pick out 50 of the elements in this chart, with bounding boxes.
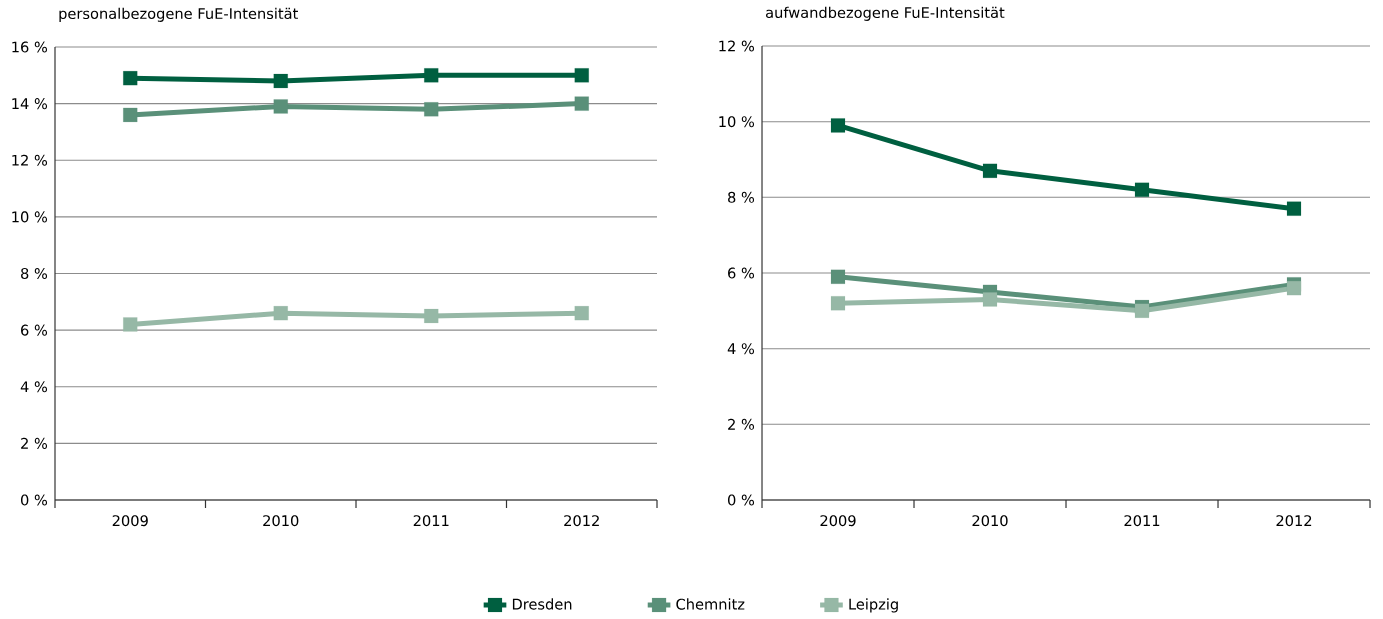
- y-tick-label: 6 %: [21, 324, 48, 336]
- y-tick-label: 4 %: [20, 381, 48, 393]
- y-tick-label: 12 %: [12, 154, 48, 166]
- point: [830, 269, 846, 284]
- point: [424, 308, 439, 324]
- y-tick-label: 4 %: [727, 343, 755, 355]
- point: [123, 317, 138, 332]
- point: [273, 306, 288, 321]
- x-tick-label: 2012: [564, 515, 599, 527]
- chart-title: aufwandbezogene FuE-Intensität: [766, 6, 1005, 21]
- y-tick-label: 10 %: [12, 211, 48, 223]
- point: [424, 102, 439, 117]
- point: [574, 68, 589, 83]
- y-tick-label: 0 %: [21, 494, 48, 506]
- legend-label: Dresden: [512, 598, 572, 610]
- legend-label: Leipzig: [849, 598, 898, 613]
- point: [1134, 182, 1150, 197]
- y-tick-label: 16 %: [12, 41, 48, 53]
- point: [123, 107, 138, 123]
- y-tick-label: 12 %: [719, 40, 755, 52]
- point: [123, 71, 138, 86]
- x-tick-label: 2010: [263, 515, 299, 527]
- y-tick-label: 8 %: [21, 267, 48, 280]
- point: [273, 73, 288, 89]
- y-tick-label: 10 %: [719, 116, 755, 128]
- y-tick-label: 8 %: [728, 191, 755, 203]
- y-tick-label: 2 %: [728, 418, 755, 430]
- point: [273, 99, 288, 114]
- x-tick-label: 2009: [112, 515, 148, 527]
- y-tick-label: 14 %: [12, 98, 48, 110]
- legend-label: Chemnitz: [676, 598, 745, 610]
- point: [574, 96, 589, 111]
- point: [1286, 281, 1302, 296]
- x-tick-label: 2009: [820, 515, 856, 527]
- x-tick-label: 2010: [972, 515, 1008, 527]
- y-tick-label: 6 %: [728, 267, 755, 279]
- point: [830, 118, 846, 133]
- point: [574, 306, 589, 321]
- point: [1286, 201, 1302, 216]
- point: [830, 296, 846, 311]
- y-tick-label: 0 %: [728, 494, 755, 506]
- point: [982, 292, 998, 307]
- point: [1134, 303, 1150, 318]
- chart-title: personalbezogene FuE-Intensität: [59, 7, 298, 22]
- point: [424, 68, 439, 83]
- y-tick-label: 2 %: [21, 437, 48, 449]
- x-tick-label: 2012: [1276, 515, 1312, 527]
- x-tick-label: 2011: [413, 515, 449, 527]
- point: [982, 163, 998, 178]
- x-tick-label: 2011: [1124, 515, 1160, 527]
